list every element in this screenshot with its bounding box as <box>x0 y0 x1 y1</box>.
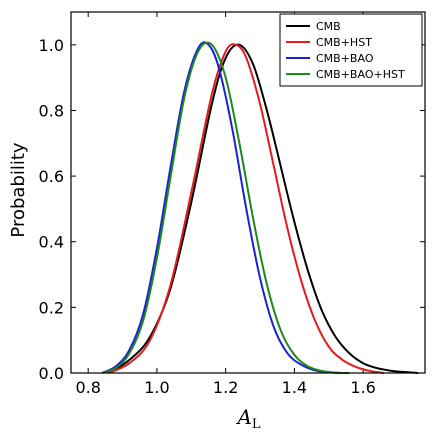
legend-label: CMB <box>316 20 341 33</box>
y-tick-label: 0.6 <box>39 167 64 186</box>
plot-area-frame <box>70 11 426 374</box>
legend-label: CMB+BAO+HST <box>316 68 405 81</box>
x-tick-label: 1.2 <box>213 378 238 397</box>
y-tick-label: 0.0 <box>39 364 64 383</box>
y-tick-label: 0.4 <box>39 233 64 252</box>
x-tick-label: 1.4 <box>282 378 307 397</box>
legend: CMB CMB+HST CMB+BAO CMB+BAO+HST <box>279 13 423 87</box>
y-axis-title: Probability <box>8 142 29 237</box>
series-line-cmb-bao-hst <box>101 41 350 374</box>
x-axis-title-symbol: A <box>235 405 251 429</box>
legend-label: CMB+HST <box>316 36 372 49</box>
y-axis: 0.0 0.2 0.4 0.6 0.8 1.0 <box>39 36 425 383</box>
x-tick-label: 0.8 <box>75 378 100 397</box>
legend-label: CMB+BAO <box>316 52 374 65</box>
x-axis: 0.8 1.0 1.2 1.4 1.6 <box>75 12 376 397</box>
y-tick-label: 1.0 <box>39 36 64 55</box>
series-line-cmb-bao <box>101 41 343 374</box>
x-tick-label: 1.0 <box>144 378 169 397</box>
y-tick-label: 0.2 <box>39 298 64 317</box>
series-line-cmb <box>108 43 419 374</box>
x-tick-label: 1.6 <box>350 378 375 397</box>
series-line-cmb-hst <box>108 43 384 374</box>
series-layer <box>101 41 419 374</box>
x-axis-title-subscript: L <box>252 417 261 432</box>
y-tick-label: 0.8 <box>39 101 64 120</box>
x-axis-title: AL <box>235 405 260 432</box>
